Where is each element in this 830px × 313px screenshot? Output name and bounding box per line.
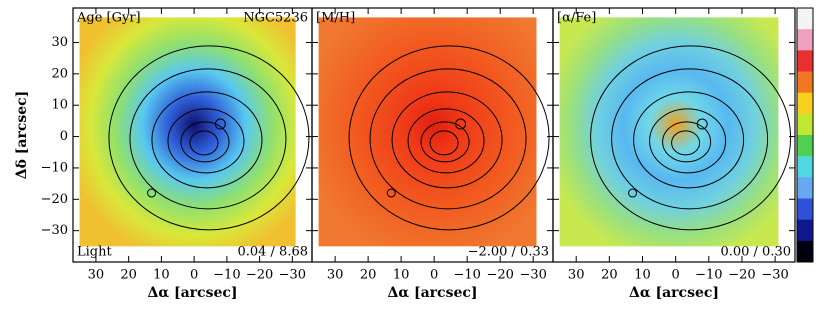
colorbar-segment: [797, 156, 813, 178]
x-tick-label: 10: [393, 268, 410, 283]
map-field: [318, 17, 537, 247]
x-tick-label: −20: [486, 268, 513, 283]
weighting: Light: [77, 245, 112, 260]
panel-frame: [552, 7, 796, 263]
contour: [696, 118, 708, 130]
x-tick-label: −30: [279, 268, 306, 283]
contour: [628, 188, 638, 198]
y-tick-label: 0: [60, 129, 68, 144]
contour: [151, 91, 263, 189]
map-field: [559, 17, 779, 247]
colorbar-segment: [797, 29, 813, 51]
x-tick-label: 20: [360, 268, 377, 283]
contour: [147, 188, 157, 198]
contour: [167, 108, 245, 174]
panel-title: [M/H]: [316, 11, 355, 26]
range-label: −2.00 / 0.33: [468, 245, 549, 260]
colorbar-segment: [797, 113, 813, 136]
x-axis-label: Δα [arcsec]: [147, 285, 237, 301]
contour: [455, 118, 467, 130]
colorbar-segment: [797, 198, 813, 221]
contour: [129, 68, 287, 210]
x-axis-label: Δα [arcsec]: [387, 285, 477, 301]
map-field: [79, 17, 296, 247]
y-tick-label: 30: [51, 35, 68, 50]
panel-title: Age [Gyr]: [76, 11, 141, 26]
x-tick-label: 20: [601, 268, 618, 283]
x-tick-label: −20: [246, 268, 273, 283]
x-tick-label: 30: [327, 268, 344, 283]
contour: [214, 118, 226, 130]
x-tick-label: −30: [761, 268, 788, 283]
contour: [633, 91, 745, 189]
colorbar-segment: [797, 219, 813, 242]
colorbar-segment: [797, 71, 813, 94]
contour: [348, 45, 550, 231]
x-tick-label: 0: [430, 268, 438, 283]
object-name: NGC5236: [243, 11, 308, 26]
contour: [662, 121, 712, 163]
x-tick-label: −30: [519, 268, 546, 283]
x-tick-label: 10: [634, 268, 651, 283]
contour: [590, 45, 792, 231]
contour: [407, 108, 485, 174]
contour: [671, 130, 701, 156]
y-tick-label: −10: [41, 160, 68, 175]
colorbar-segment: [797, 240, 813, 263]
colorbar-segment: [797, 177, 813, 199]
x-tick-label: 10: [153, 268, 170, 283]
y-tick-label: 10: [51, 98, 68, 113]
contour: [369, 68, 527, 210]
contour: [386, 188, 396, 198]
contour: [391, 91, 503, 189]
contour: [611, 68, 769, 210]
y-tick-label: −20: [41, 192, 68, 207]
y-tick-label: 20: [51, 66, 68, 81]
colorbar-segment: [797, 135, 813, 157]
y-axis-label: Δδ [arcsec]: [14, 91, 30, 180]
range-label: 0.04 / 8.68: [237, 245, 308, 260]
panel-title: [α/Fe]: [557, 11, 596, 26]
x-axis-label: Δα [arcsec]: [629, 285, 719, 301]
contour: [108, 45, 310, 231]
colorbar-segment: [797, 8, 813, 30]
x-tick-label: 30: [568, 268, 585, 283]
x-tick-label: 0: [672, 268, 680, 283]
contour: [180, 121, 230, 163]
contour: [429, 130, 459, 156]
contour: [420, 121, 470, 163]
x-tick-label: 30: [88, 268, 105, 283]
x-tick-label: 0: [190, 268, 198, 283]
contour: [649, 108, 727, 174]
x-tick-label: −10: [213, 268, 240, 283]
y-tick-label: −30: [41, 223, 68, 238]
colorbar-segment: [797, 50, 813, 72]
range-label: 0.00 / 0.30: [720, 245, 791, 260]
colorbar-segment: [797, 92, 813, 115]
contour: [189, 130, 219, 156]
colorbar-frame: [796, 7, 814, 263]
x-tick-label: −10: [695, 268, 722, 283]
x-tick-label: −20: [728, 268, 755, 283]
x-tick-label: 20: [120, 268, 137, 283]
x-tick-label: −10: [453, 268, 480, 283]
